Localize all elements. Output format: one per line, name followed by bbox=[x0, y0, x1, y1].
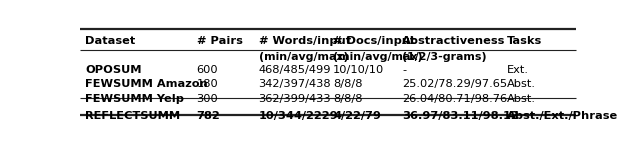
Text: Ext.: Ext. bbox=[507, 65, 529, 75]
Text: 342/397/438: 342/397/438 bbox=[259, 79, 331, 89]
Text: (min/avg/max): (min/avg/max) bbox=[333, 52, 422, 62]
Text: # Docs/input: # Docs/input bbox=[333, 36, 415, 46]
Text: Abstractiveness: Abstractiveness bbox=[403, 36, 506, 46]
Text: FEWSUMM Amazon: FEWSUMM Amazon bbox=[85, 79, 208, 89]
Text: # Pairs: # Pairs bbox=[196, 36, 243, 46]
Text: 10/344/2229: 10/344/2229 bbox=[259, 111, 338, 121]
Text: -: - bbox=[403, 65, 406, 75]
Text: Abst.: Abst. bbox=[507, 79, 536, 89]
Text: 36.97/83.11/98.12: 36.97/83.11/98.12 bbox=[403, 111, 519, 121]
Text: FEWSUMM Yelp: FEWSUMM Yelp bbox=[85, 94, 184, 104]
Text: Dataset: Dataset bbox=[85, 36, 135, 46]
Text: 300: 300 bbox=[196, 94, 218, 104]
Text: Tasks: Tasks bbox=[507, 36, 542, 46]
Text: 600: 600 bbox=[196, 65, 218, 75]
Text: 4/22/79: 4/22/79 bbox=[333, 111, 381, 121]
Text: 782: 782 bbox=[196, 111, 220, 121]
Text: Abst.: Abst. bbox=[507, 94, 536, 104]
Text: 8/8/8: 8/8/8 bbox=[333, 79, 362, 89]
Text: (min/avg/max): (min/avg/max) bbox=[259, 52, 348, 62]
Text: 468/485/499: 468/485/499 bbox=[259, 65, 331, 75]
Text: 180: 180 bbox=[196, 79, 218, 89]
Text: 8/8/8: 8/8/8 bbox=[333, 94, 362, 104]
Text: # Words/input: # Words/input bbox=[259, 36, 351, 46]
Text: OPOSUM: OPOSUM bbox=[85, 65, 141, 75]
Text: 10/10/10: 10/10/10 bbox=[333, 65, 384, 75]
Text: Abst./Ext./Phrase: Abst./Ext./Phrase bbox=[507, 111, 618, 121]
Text: REFLECTSUMM: REFLECTSUMM bbox=[85, 111, 180, 121]
Text: 362/399/433: 362/399/433 bbox=[259, 94, 331, 104]
Text: (1/2/3-grams): (1/2/3-grams) bbox=[403, 52, 487, 62]
Text: 25.02/78.29/97.65: 25.02/78.29/97.65 bbox=[403, 79, 508, 89]
Text: 26.04/80.71/98.76: 26.04/80.71/98.76 bbox=[403, 94, 508, 104]
